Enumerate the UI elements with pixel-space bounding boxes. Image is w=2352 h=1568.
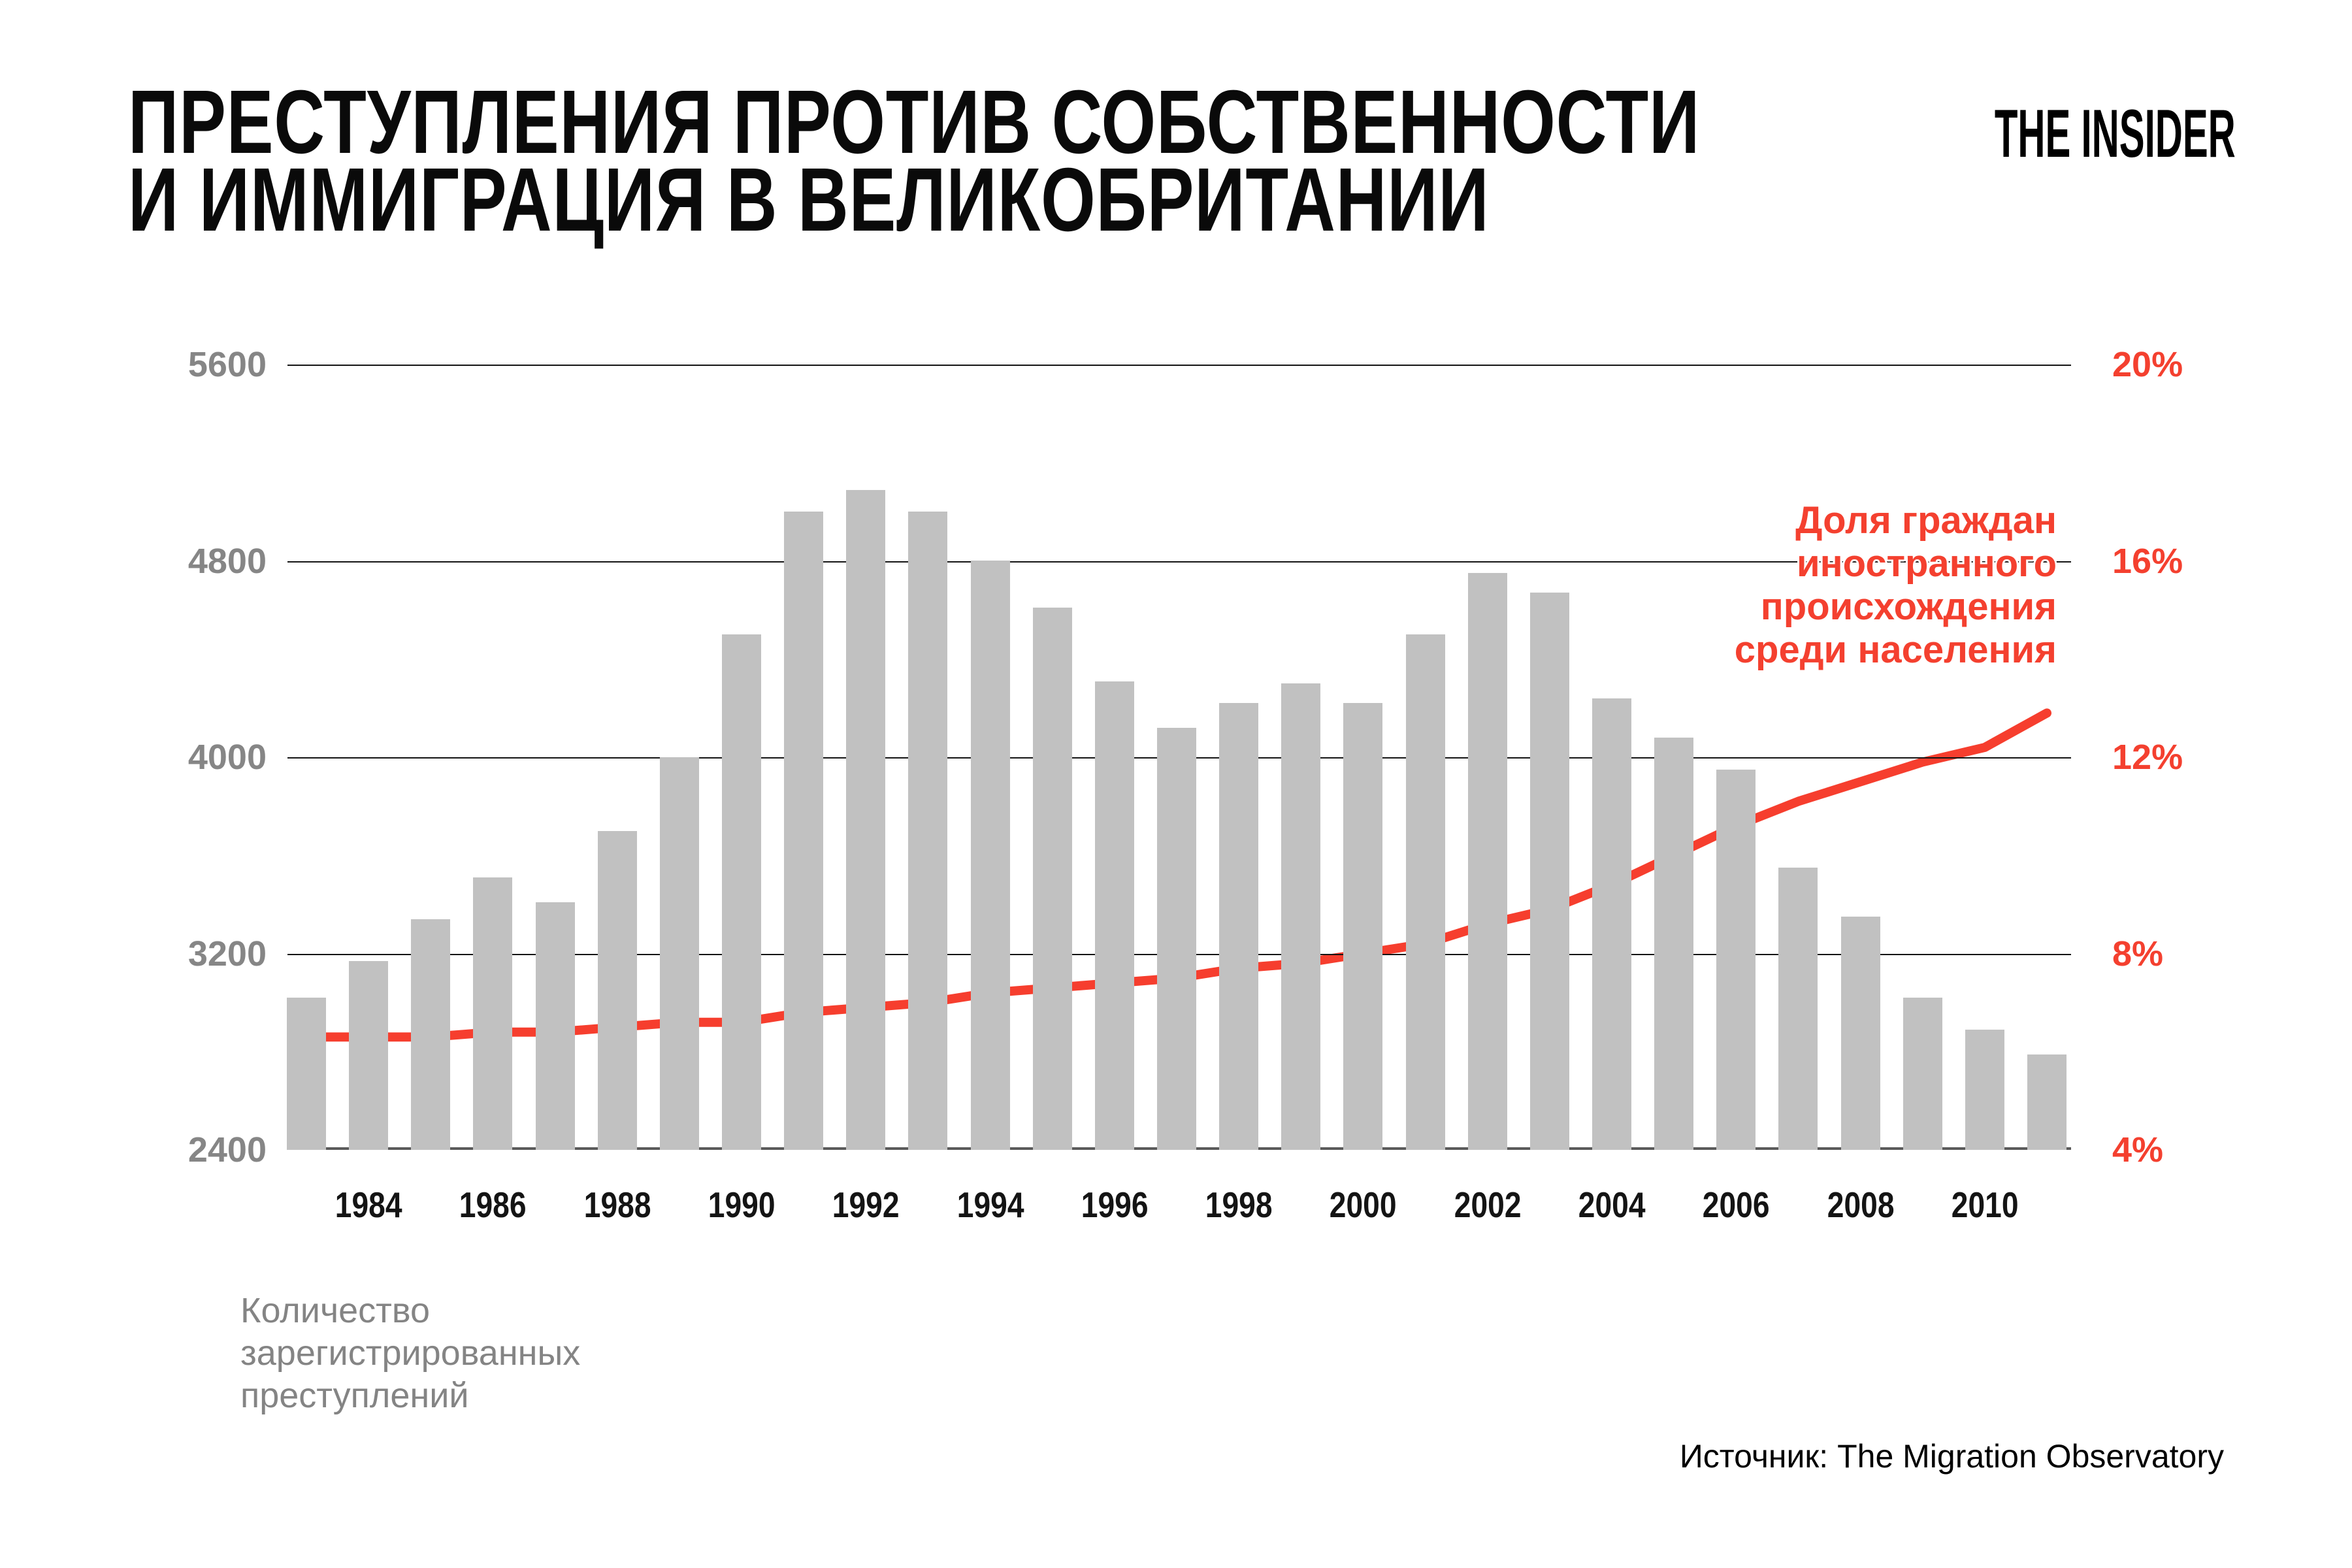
caption-line: преступлений	[240, 1376, 469, 1415]
crime-bar-2002	[1468, 573, 1507, 1150]
legend-line: происхождения	[1760, 585, 2057, 628]
right-axis-tick-8: 8%	[2112, 934, 2164, 973]
crime-bar-1994	[971, 561, 1010, 1150]
crime-bar-2006	[1716, 770, 1756, 1150]
x-axis-tick-1998: 1998	[1205, 1184, 1273, 1225]
plot-area	[287, 365, 2071, 1150]
x-axis-tick-1992: 1992	[832, 1184, 900, 1225]
crime-bar-1990	[722, 634, 761, 1150]
crime-bar-1999	[1281, 683, 1320, 1150]
x-axis-tick-2004: 2004	[1578, 1184, 1646, 1225]
crime-bar-1997	[1157, 728, 1196, 1150]
crime-bar-2001	[1406, 634, 1445, 1150]
crime-bar-2000	[1343, 703, 1382, 1150]
x-axis-tick-2010: 2010	[1951, 1184, 2019, 1225]
x-axis-tick-1996: 1996	[1081, 1184, 1149, 1225]
x-axis-tick-1990: 1990	[708, 1184, 776, 1225]
crime-bar-1991	[784, 512, 823, 1150]
line-legend-label: Доля граждан иностранного происхождения …	[1735, 499, 2057, 672]
crime-bar-2003	[1530, 593, 1569, 1150]
x-axis-tick-2006: 2006	[1702, 1184, 1770, 1225]
crime-bar-1995	[1033, 608, 1072, 1150]
left-axis-tick-4000: 4000	[188, 738, 267, 777]
x-axis-tick-2008: 2008	[1827, 1184, 1895, 1225]
crime-bar-2007	[1778, 868, 1818, 1150]
right-axis-tick-20: 20%	[2112, 345, 2183, 384]
x-axis-tick-1994: 1994	[956, 1184, 1024, 1225]
left-axis-tick-4800: 4800	[188, 542, 267, 581]
crime-bar-1993	[908, 512, 947, 1150]
legend-line: Доля граждан	[1795, 499, 2057, 542]
crime-bar-1989	[660, 757, 699, 1150]
page-title: ПРЕСТУПЛЕНИЯ ПРОТИВ СОБСТВЕННОСТИ И ИММИ…	[128, 72, 2144, 250]
crime-bar-2008	[1841, 917, 1880, 1150]
left-axis-tick-5600: 5600	[188, 345, 267, 384]
right-axis-tick-16: 16%	[2112, 542, 2183, 581]
crime-bar-2010	[1965, 1030, 2004, 1150]
page-title-line2: И ИММИГРАЦИЯ В ВЕЛИКОБРИТАНИИ	[128, 150, 1490, 250]
brand-logo: THE INSIDER	[1995, 96, 2236, 172]
x-axis-tick-2000: 2000	[1329, 1184, 1397, 1225]
crime-bar-1986	[473, 877, 512, 1150]
left-axis-tick-3200: 3200	[188, 934, 267, 973]
caption-line: Количество	[240, 1291, 430, 1330]
crime-bar-1992	[846, 490, 885, 1150]
gridline	[287, 561, 2071, 563]
source-caption: Источник: The Migration Observatory	[1679, 1438, 2224, 1475]
right-axis-tick-12: 12%	[2112, 738, 2183, 777]
x-axis-tick-2002: 2002	[1454, 1184, 1522, 1225]
crime-bar-1987	[536, 902, 575, 1150]
x-axis-tick-1988: 1988	[583, 1184, 651, 1225]
crime-bar-2011	[2027, 1054, 2066, 1150]
crime-bar-2009	[1903, 998, 1942, 1150]
legend-line: иностранного	[1796, 542, 2057, 585]
crime-bar-2005	[1654, 738, 1693, 1150]
legend-line: среди населения	[1734, 629, 2057, 671]
crime-bar-1984	[349, 961, 388, 1150]
page-title-line1: ПРЕСТУПЛЕНИЯ ПРОТИВ СОБСТВЕННОСТИ	[128, 72, 1701, 172]
crime-bar-1988	[598, 831, 637, 1150]
left-axis-tick-2400: 2400	[188, 1130, 267, 1169]
crime-bar-2004	[1592, 698, 1631, 1150]
gridline	[287, 365, 2071, 366]
crime-bar-1983	[287, 998, 326, 1150]
crime-bar-1996	[1095, 681, 1134, 1150]
crime-bar-1998	[1219, 703, 1258, 1150]
caption-line: зарегистрированных	[240, 1333, 581, 1373]
x-axis-tick-1986: 1986	[459, 1184, 527, 1225]
left-axis-caption: Количество зарегистрированных преступлен…	[240, 1290, 580, 1417]
right-axis-tick-4: 4%	[2112, 1130, 2164, 1169]
x-axis-tick-1984: 1984	[335, 1184, 402, 1225]
crime-bar-1985	[411, 919, 450, 1150]
